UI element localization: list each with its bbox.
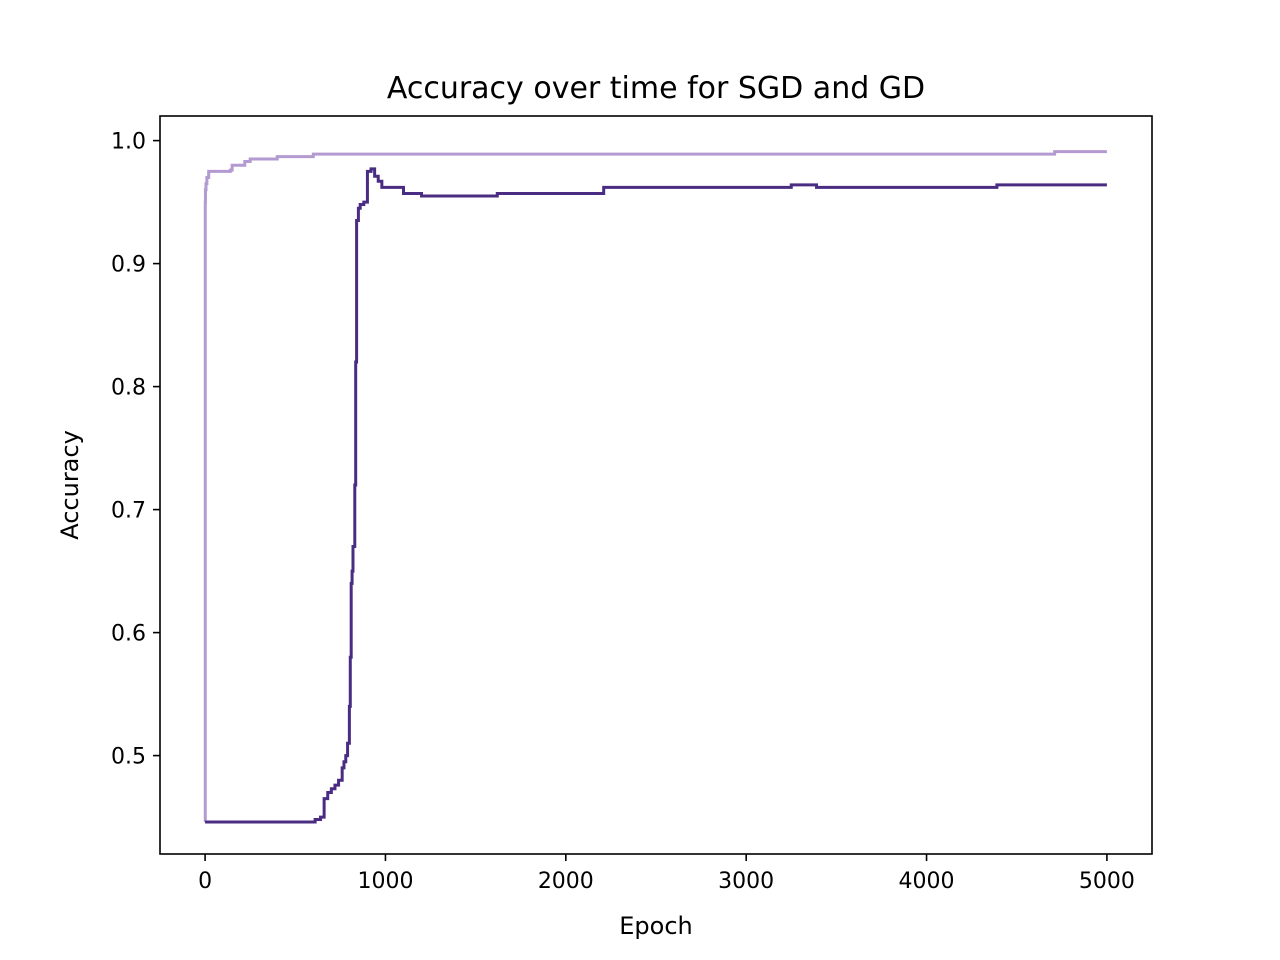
y-tick-label: 0.7 xyxy=(111,499,146,524)
chart-title: Accuracy over time for SGD and GD xyxy=(387,71,925,106)
x-tick-label: 3000 xyxy=(718,869,774,894)
y-tick-label: 0.8 xyxy=(111,376,146,401)
x-tick-label: 5000 xyxy=(1079,869,1135,894)
y-axis-label: Accuracy xyxy=(56,430,84,540)
x-tick-label: 4000 xyxy=(899,869,955,894)
ticks: 0 1000 2000 3000 4000 5000 0.5 0.6 0.7 0.8 0.9 1.0 xyxy=(111,130,1135,894)
y-tick-label: 0.5 xyxy=(111,745,146,770)
x-tick-label: 2000 xyxy=(538,869,594,894)
series-line-2 xyxy=(205,167,1107,824)
y-tick-label: 0.6 xyxy=(111,622,146,647)
x-tick-label: 1000 xyxy=(357,869,413,894)
x-tick-label: 0 xyxy=(198,869,212,894)
x-axis-label: Epoch xyxy=(619,912,693,940)
y-tick-label: 1.0 xyxy=(111,130,146,155)
y-tick-label: 0.9 xyxy=(111,253,146,278)
series-line-1 xyxy=(203,150,1107,824)
plot-area xyxy=(203,150,1107,824)
axes-frame xyxy=(159,115,1153,855)
